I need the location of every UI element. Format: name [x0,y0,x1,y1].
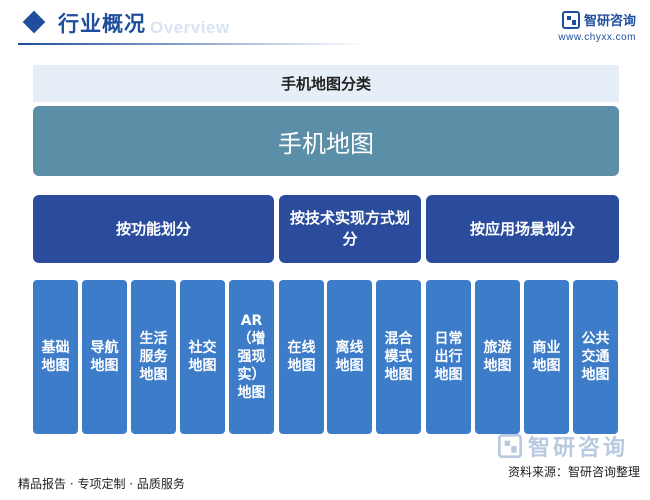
brand-url: www.chyxx.com [558,32,636,43]
root-node: 手机地图 [33,106,619,176]
leaf-node-life-service-map: 生活服务地图 [131,280,176,434]
source-note: 资料来源：智研咨询整理 [507,465,640,479]
footer-tagline: 精品报告 · 专项定制 · 品质服务 [18,477,185,491]
leaf-node-navigation-map: 导航地图 [82,280,127,434]
category-node-scenario: 按应用场景划分 [426,195,619,263]
leaf-node-social-map: 社交地图 [180,280,225,434]
leaf-node-basic-map: 基础地图 [33,280,78,434]
leaf-node-online-map: 在线地图 [279,280,324,434]
category-node-technology: 按技术实现方式划分 [279,195,421,263]
diagram-title: 手机地图分类 [33,65,619,102]
watermark-logo-icon [497,434,522,458]
header-diamond-icon [22,10,46,34]
leaf-node-commercial-map: 商业地图 [524,280,569,434]
section-subtitle: Overview [150,18,230,37]
brand-logo-icon [561,10,580,29]
watermark-logo: 智研咨询 [497,430,628,462]
leaf-node-tourism-map: 旅游地图 [475,280,520,434]
section-title: 行业概况 [58,12,146,36]
leaf-node-daily-travel-map: 日常出行地图 [426,280,471,434]
leaf-node-hybrid-map: 混合模式地图 [376,280,421,434]
header-underline [18,43,368,45]
brand-logo: 智研咨询 www.chyxx.com [558,10,636,43]
leaf-node-public-transit-map: 公共交通地图 [573,280,618,434]
leaf-node-offline-map: 离线地图 [327,280,372,434]
leaf-node-ar-map: AR（增强现实）地图 [229,280,274,434]
watermark-text: 智研咨询 [527,436,628,461]
category-node-function: 按功能划分 [33,195,274,263]
brand-logo-name: 智研咨询 [583,14,636,29]
